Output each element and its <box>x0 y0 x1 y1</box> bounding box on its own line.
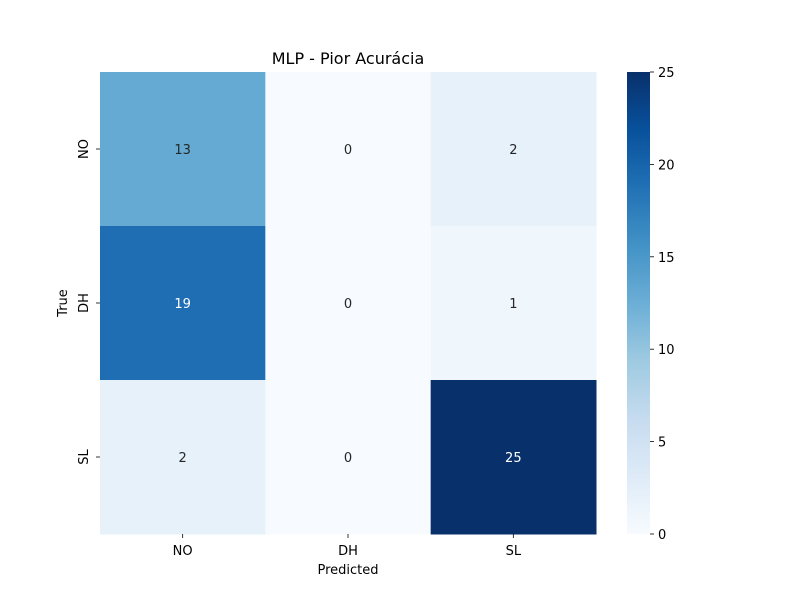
cell-value-label: 19 <box>174 297 191 312</box>
colorbar-tick-label: 25 <box>658 66 675 81</box>
x-tick-label: NO <box>173 544 193 559</box>
heatmap-cell-dh-no <box>100 226 266 381</box>
y-tick-label: SL <box>77 448 92 464</box>
heatmap-cell-sl-no <box>100 380 266 535</box>
x-tick-label: DH <box>338 544 358 559</box>
cell-value-label: 2 <box>509 143 517 158</box>
cell-value-label: 2 <box>179 451 187 466</box>
y-tick-label: NO <box>77 139 92 159</box>
heatmap-cell-dh-sl <box>430 226 597 381</box>
heatmap-cell-sl-dh <box>265 380 432 535</box>
colorbar-tick-label: 10 <box>658 343 675 358</box>
heatmap-cell-sl-sl <box>430 380 597 535</box>
colorbar-ticks: 0 5 10 15 20 25 <box>650 66 675 543</box>
cell-value-label: 0 <box>344 297 352 312</box>
cell-value-label: 13 <box>174 143 191 158</box>
x-axis-ticks: NO DH SL <box>173 534 522 559</box>
y-axis-ticks: NO DH SL <box>77 139 100 465</box>
cell-value-label: 0 <box>344 451 352 466</box>
x-axis-label: Predicted <box>317 563 378 578</box>
colorbar-tick-label: 0 <box>658 528 666 543</box>
heatmap-cell-no-sl <box>430 72 597 227</box>
colorbar-tick-label: 5 <box>658 436 666 451</box>
cell-value-label: 1 <box>509 297 517 312</box>
heatmap-cell-no-no <box>100 72 266 227</box>
y-tick-label: DH <box>77 293 92 313</box>
colorbar-tick-label: 15 <box>658 251 675 266</box>
x-tick-label: SL <box>506 544 522 559</box>
colorbar-tick-label: 20 <box>658 158 675 173</box>
chart-title: MLP - Pior Acurácia <box>272 49 425 68</box>
y-axis-label: True <box>56 289 71 318</box>
colorbar <box>627 72 650 534</box>
cell-value-label: 0 <box>344 143 352 158</box>
cell-value-label: 25 <box>505 451 522 466</box>
heatmap-cell-dh-dh <box>265 226 432 381</box>
heatmap-cell-no-dh <box>265 72 432 227</box>
heatmap-cells: 13 0 2 19 0 1 2 0 25 <box>100 72 597 535</box>
